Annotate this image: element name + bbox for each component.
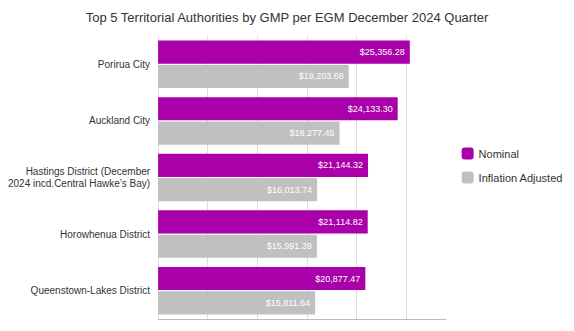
svg-text:Top 5 Territorial Authorities: Top 5 Territorial Authorities by GMP per… bbox=[86, 10, 489, 25]
svg-text:2024 incd.Central Hawke’s Bay): 2024 incd.Central Hawke’s Bay) bbox=[8, 178, 150, 189]
svg-text:$15,991.39: $15,991.39 bbox=[267, 241, 312, 251]
svg-text:Inflation Adjusted: Inflation Adjusted bbox=[479, 172, 563, 184]
svg-text:Hastings District (December: Hastings District (December bbox=[26, 166, 151, 177]
svg-text:$25,356.28: $25,356.28 bbox=[360, 47, 405, 57]
svg-text:$16,013.74: $16,013.74 bbox=[267, 185, 312, 195]
svg-text:$15,811.64: $15,811.64 bbox=[266, 298, 310, 308]
svg-text:Porirua City: Porirua City bbox=[98, 59, 150, 70]
svg-text:$21,144.32: $21,144.32 bbox=[318, 160, 363, 170]
svg-text:$18,277.45: $18,277.45 bbox=[290, 128, 335, 138]
svg-text:Nominal: Nominal bbox=[479, 148, 519, 160]
svg-text:Auckland City: Auckland City bbox=[89, 115, 150, 126]
svg-text:$20,877.47: $20,877.47 bbox=[315, 274, 360, 284]
svg-text:Queenstown-Lakes District: Queenstown-Lakes District bbox=[31, 285, 151, 296]
svg-text:$24,133.30: $24,133.30 bbox=[348, 104, 393, 114]
svg-text:$21,114.82: $21,114.82 bbox=[318, 217, 362, 227]
svg-text:$19,203.68: $19,203.68 bbox=[299, 71, 344, 81]
svg-text:Horowhenua District: Horowhenua District bbox=[60, 229, 150, 240]
